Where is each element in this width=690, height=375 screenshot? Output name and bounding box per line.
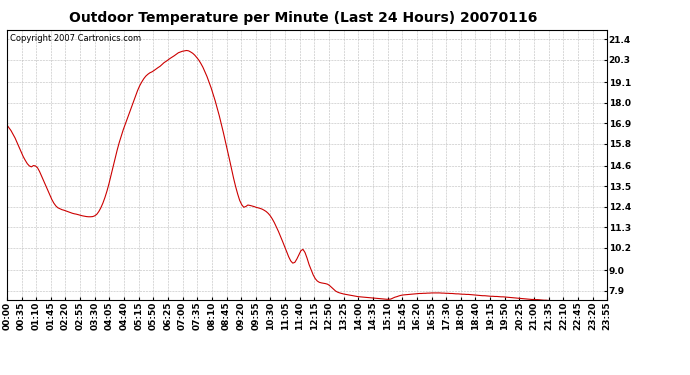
Text: Outdoor Temperature per Minute (Last 24 Hours) 20070116: Outdoor Temperature per Minute (Last 24 … [70,11,538,25]
Text: Copyright 2007 Cartronics.com: Copyright 2007 Cartronics.com [10,34,141,43]
